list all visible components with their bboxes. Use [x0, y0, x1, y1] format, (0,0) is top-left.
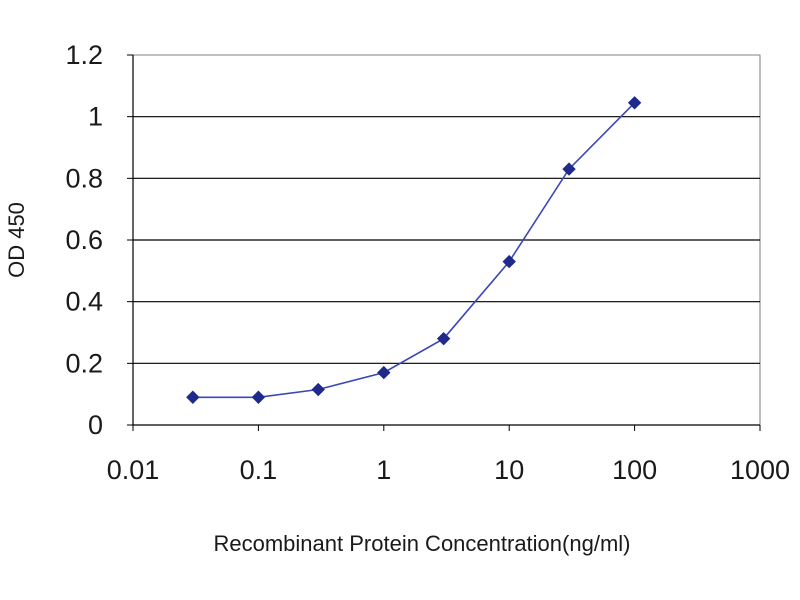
x-tick-label: 0.01	[107, 455, 160, 485]
data-point-marker	[562, 162, 576, 176]
y-tick-labels: 0 0.2 0.4 0.6 0.8 1 1.2	[65, 40, 103, 440]
series-layer	[186, 96, 642, 404]
y-tick-label: 0.2	[65, 348, 103, 378]
x-tick-labels: 0.01 0.1 1 10 100 1000	[107, 455, 790, 485]
y-tick-label: 1	[88, 102, 103, 132]
x-tick-label: 100	[612, 455, 657, 485]
y-axis-label: OD 450	[4, 202, 29, 278]
x-tick-label: 0.1	[240, 455, 278, 485]
data-point-marker	[311, 382, 325, 397]
data-point-marker	[377, 365, 391, 380]
data-point-marker	[186, 390, 200, 404]
data-point-marker	[251, 390, 266, 404]
data-point-marker	[436, 331, 451, 346]
x-tick-label: 1	[376, 455, 391, 485]
y-tick-label: 0.8	[65, 163, 103, 193]
y-tick-label: 1.2	[65, 40, 103, 70]
x-tick-label: 10	[494, 455, 524, 485]
gridlines	[133, 116, 760, 364]
y-tick-label: 0.4	[65, 287, 103, 317]
data-point-marker	[627, 96, 642, 110]
series-line	[192, 102, 636, 399]
y-tick-label: 0.6	[65, 225, 103, 255]
axes	[127, 54, 761, 431]
x-axis-label: Recombinant Protein Concentration(ng/ml)	[214, 531, 631, 556]
y-tick-label: 0	[88, 410, 103, 440]
x-tick-label: 1000	[730, 455, 790, 485]
data-point-marker	[502, 254, 516, 269]
